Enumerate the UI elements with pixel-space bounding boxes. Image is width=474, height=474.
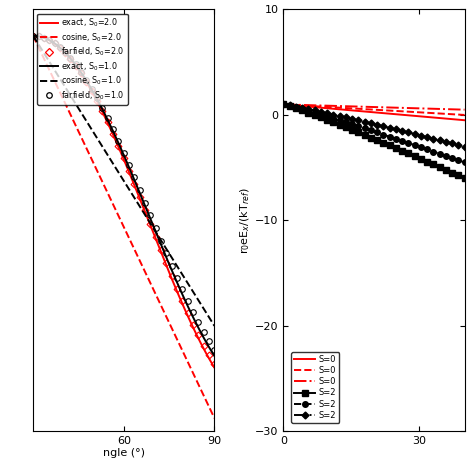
Y-axis label: r$_0$eE$_x$/(kT$_{ref}$): r$_0$eE$_x$/(kT$_{ref}$) (238, 187, 252, 254)
X-axis label: ngle (°): ngle (°) (103, 447, 145, 457)
Legend: S=0, S=0, S=0, S=2, S=2, S=2: S=0, S=0, S=0, S=2, S=2, S=2 (291, 352, 339, 423)
Legend: exact, S$_0$=2.0, cosine, S$_0$=2.0, farfield, S$_0$=2.0, exact, S$_0$=1.0, cosi: exact, S$_0$=2.0, cosine, S$_0$=2.0, far… (37, 13, 128, 105)
